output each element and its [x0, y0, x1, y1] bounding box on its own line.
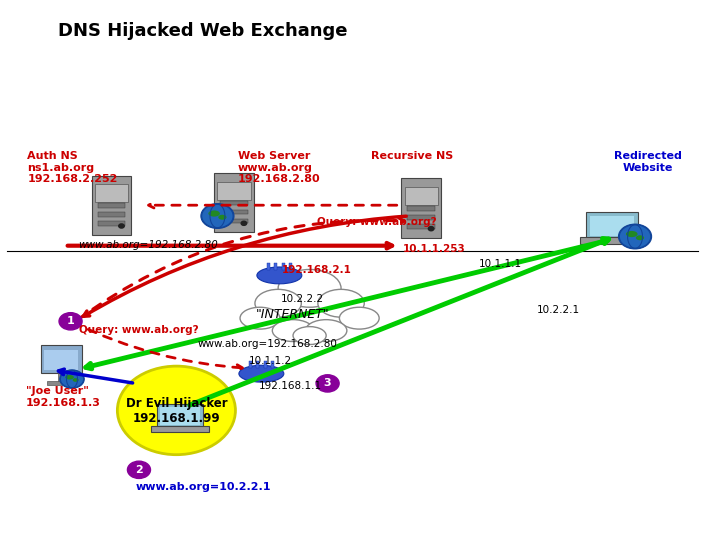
- Ellipse shape: [278, 269, 341, 307]
- FancyBboxPatch shape: [402, 178, 441, 238]
- FancyBboxPatch shape: [92, 176, 132, 235]
- FancyBboxPatch shape: [98, 212, 125, 217]
- FancyBboxPatch shape: [405, 187, 438, 205]
- FancyBboxPatch shape: [264, 361, 267, 368]
- Text: 1: 1: [67, 316, 74, 326]
- Text: 192.168.1.1: 192.168.1.1: [259, 381, 323, 391]
- Circle shape: [241, 221, 247, 225]
- Text: www.ab.org=10.2.2.1: www.ab.org=10.2.2.1: [135, 482, 271, 492]
- Circle shape: [59, 313, 82, 330]
- FancyBboxPatch shape: [157, 404, 203, 427]
- Ellipse shape: [239, 365, 284, 382]
- Text: Auth NS
ns1.ab.org
192.168.2.252: Auth NS ns1.ab.org 192.168.2.252: [27, 151, 118, 184]
- FancyBboxPatch shape: [271, 361, 274, 368]
- FancyBboxPatch shape: [220, 210, 248, 214]
- Text: DNS Hijacked Web Exchange: DNS Hijacked Web Exchange: [58, 22, 347, 39]
- Text: Query: www.ab.org?: Query: www.ab.org?: [79, 325, 199, 335]
- Text: 10.2.2.2: 10.2.2.2: [281, 294, 324, 305]
- Ellipse shape: [208, 211, 220, 217]
- Circle shape: [201, 204, 234, 228]
- Ellipse shape: [272, 320, 314, 341]
- Text: www.ab.org=192.168.2.80: www.ab.org=192.168.2.80: [78, 240, 217, 251]
- Text: 10.1.1.1: 10.1.1.1: [479, 259, 522, 269]
- Ellipse shape: [293, 327, 326, 345]
- Circle shape: [117, 366, 235, 455]
- Ellipse shape: [257, 267, 302, 284]
- FancyBboxPatch shape: [590, 216, 634, 235]
- Text: 10.1.1.253: 10.1.1.253: [403, 244, 466, 254]
- Text: "INTERNET": "INTERNET": [256, 308, 329, 321]
- Ellipse shape: [305, 320, 347, 341]
- FancyBboxPatch shape: [98, 204, 125, 208]
- Circle shape: [60, 370, 84, 388]
- Text: 2: 2: [135, 465, 143, 475]
- Text: 10.2.2.1: 10.2.2.1: [536, 305, 580, 315]
- FancyBboxPatch shape: [45, 350, 78, 370]
- Text: 192.168.2.1: 192.168.2.1: [282, 265, 352, 275]
- Ellipse shape: [66, 375, 74, 380]
- Ellipse shape: [318, 289, 364, 317]
- Text: www.ab.org=192.168.2.80: www.ab.org=192.168.2.80: [198, 339, 338, 349]
- Ellipse shape: [626, 231, 637, 237]
- Circle shape: [119, 224, 125, 228]
- Circle shape: [428, 227, 434, 231]
- FancyBboxPatch shape: [256, 361, 259, 368]
- Ellipse shape: [636, 235, 644, 240]
- FancyBboxPatch shape: [266, 263, 270, 270]
- FancyBboxPatch shape: [408, 224, 435, 229]
- Text: 3: 3: [324, 379, 331, 388]
- Circle shape: [618, 224, 652, 249]
- Ellipse shape: [255, 289, 301, 317]
- Text: Dr Evil Hijacker
192.168.1.99: Dr Evil Hijacker 192.168.1.99: [125, 397, 228, 425]
- Text: Query: www.ab.org?: Query: www.ab.org?: [317, 217, 436, 227]
- Circle shape: [316, 375, 339, 392]
- FancyBboxPatch shape: [58, 373, 64, 383]
- FancyBboxPatch shape: [586, 212, 638, 238]
- FancyBboxPatch shape: [40, 345, 82, 373]
- Text: Recursive NS: Recursive NS: [371, 151, 453, 161]
- Ellipse shape: [73, 378, 78, 382]
- FancyBboxPatch shape: [274, 263, 277, 270]
- FancyBboxPatch shape: [248, 361, 252, 368]
- Text: Redirected
Website: Redirected Website: [614, 151, 682, 173]
- Ellipse shape: [339, 307, 379, 329]
- Text: 10.1.1.2: 10.1.1.2: [248, 356, 292, 367]
- FancyBboxPatch shape: [289, 263, 292, 270]
- FancyBboxPatch shape: [220, 219, 248, 223]
- Text: Web Server
www.ab.org
192.168.2.80: Web Server www.ab.org 192.168.2.80: [238, 151, 320, 184]
- FancyBboxPatch shape: [47, 381, 76, 386]
- FancyBboxPatch shape: [95, 185, 128, 202]
- FancyBboxPatch shape: [220, 201, 248, 205]
- FancyBboxPatch shape: [151, 426, 209, 432]
- Ellipse shape: [218, 215, 227, 220]
- FancyBboxPatch shape: [98, 221, 125, 226]
- FancyBboxPatch shape: [408, 206, 435, 211]
- FancyBboxPatch shape: [215, 173, 253, 232]
- FancyBboxPatch shape: [217, 181, 251, 200]
- Circle shape: [127, 461, 150, 478]
- FancyBboxPatch shape: [580, 237, 644, 244]
- FancyBboxPatch shape: [408, 215, 435, 220]
- FancyBboxPatch shape: [161, 407, 199, 425]
- Ellipse shape: [240, 307, 280, 329]
- FancyBboxPatch shape: [282, 263, 285, 270]
- Text: "Joe User"
192.168.1.3: "Joe User" 192.168.1.3: [26, 386, 101, 408]
